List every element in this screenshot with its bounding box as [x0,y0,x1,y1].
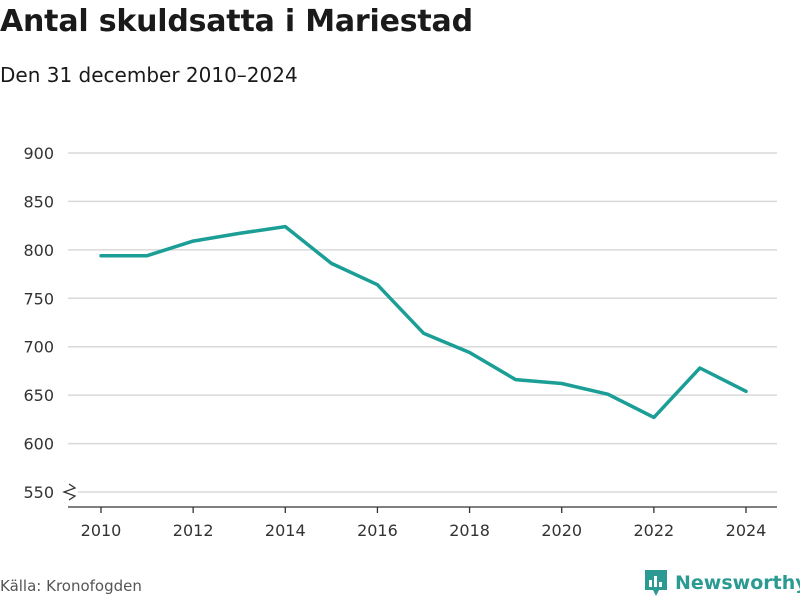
data-point-2011[interactable] [141,250,153,262]
data-point-2021[interactable] [602,388,614,400]
brand-name: Newsworthy [675,572,800,594]
x-tick-label: 2020 [541,521,582,540]
x-tick-label: 2016 [357,521,398,540]
y-axis: 550 600 650 700 750 800 850 900 [23,144,54,502]
series-layer [95,221,752,423]
y-tick-label: 800 [23,241,54,260]
y-tick-label: 650 [23,386,54,405]
chart-subtitle: Den 31 december 2010–2024 [0,63,298,87]
data-point-2012[interactable] [187,235,199,247]
data-point-2015[interactable] [325,257,337,269]
y-tick-label: 850 [23,192,54,211]
chart-title: Antal skuldsatta i Mariestad [0,4,473,39]
x-tick-label: 2018 [449,521,490,540]
y-tick-label: 750 [23,289,54,308]
gridlines [62,152,777,501]
data-point-2020[interactable] [556,378,568,390]
data-point-2013[interactable] [233,227,245,239]
y-tick-label: 600 [23,435,54,454]
data-point-2019[interactable] [510,374,522,386]
data-point-2022[interactable] [648,411,660,423]
y-tick-label: 900 [23,144,54,163]
x-tick-label: 2014 [265,521,306,540]
axis-break-icon [62,483,77,501]
x-axis: 2010 2012 2014 2016 2018 2020 2022 2024 [68,506,777,540]
data-point-2016[interactable] [371,279,383,291]
source-note: Källa: Kronofogden [0,577,142,595]
data-point-2024[interactable] [740,385,752,397]
x-tick-label: 2010 [81,521,122,540]
data-point-2017[interactable] [418,327,430,339]
newsworthy-logo-icon [645,570,667,596]
y-tick-label: 550 [23,483,54,502]
data-point-2010[interactable] [95,250,107,262]
brand-logo[interactable]: Newsworthy [643,568,800,598]
x-tick-label: 2012 [173,521,214,540]
data-point-2018[interactable] [464,347,476,359]
x-tick-label: 2022 [633,521,674,540]
data-point-2023[interactable] [694,362,706,374]
series-line-0 [99,224,748,420]
data-point-2014[interactable] [279,221,291,233]
y-tick-label: 700 [23,338,54,357]
x-tick-label: 2024 [726,521,767,540]
